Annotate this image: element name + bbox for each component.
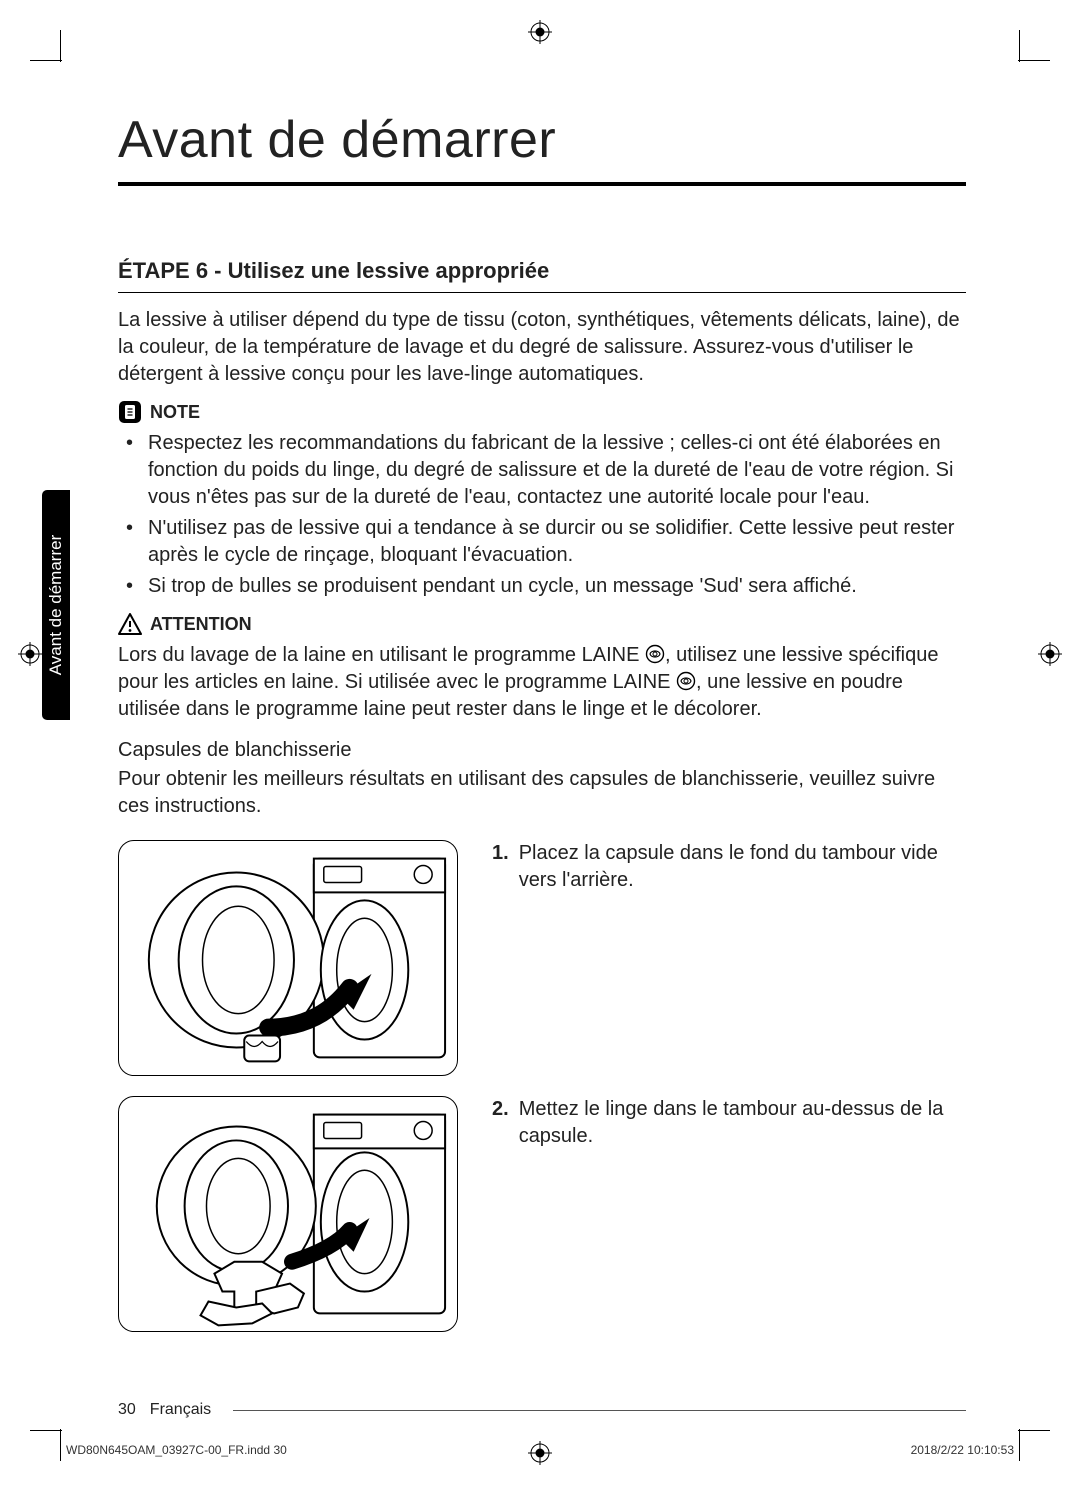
instruction-step: 1. Placez la capsule dans le fond du tam… <box>118 840 966 1076</box>
page-footer: 30 Français <box>118 1401 966 1419</box>
manual-page: Avant de démarrer Avant de démarrer ÉTAP… <box>0 0 1080 1491</box>
step-heading: ÉTAPE 6 - Utilisez une lessive approprié… <box>118 258 966 293</box>
step-text: Mettez le linge dans le tambour au-dessu… <box>519 1096 966 1150</box>
warning-icon <box>118 612 142 636</box>
attention-text-pre: Lors du lavage de la laine en utilisant … <box>118 644 645 666</box>
footer-rule <box>233 1410 966 1411</box>
step-figure <box>118 840 458 1076</box>
wool-program-icon <box>645 644 665 664</box>
print-metadata: WD80N645OAM_03927C-00_FR.indd 30 2018/2/… <box>66 1443 1014 1457</box>
registration-mark-icon <box>528 20 552 44</box>
washer-laundry-illustration <box>119 1096 457 1332</box>
crop-mark <box>1018 1430 1050 1431</box>
note-icon <box>118 400 142 424</box>
intro-paragraph: La lessive à utiliser dépend du type de … <box>118 307 966 388</box>
step-text: Placez la capsule dans le fond du tambou… <box>519 840 966 894</box>
crop-mark <box>1018 60 1050 61</box>
page-language: Français <box>150 1401 211 1419</box>
wool-program-icon <box>676 671 696 691</box>
crop-mark <box>30 60 62 61</box>
registration-mark-icon <box>18 642 42 666</box>
content-area: Avant de démarrer ÉTAPE 6 - Utilisez une… <box>118 110 966 1332</box>
step-caption: 1. Placez la capsule dans le fond du tam… <box>492 840 966 894</box>
attention-paragraph: Lors du lavage de la laine en utilisant … <box>118 642 966 723</box>
note-list: Respectez les recommandations du fabrica… <box>118 430 966 600</box>
washer-capsule-illustration <box>119 840 457 1076</box>
crop-mark <box>1019 30 1020 62</box>
note-item: Respectez les recommandations du fabrica… <box>148 430 966 511</box>
registration-mark-icon <box>1038 642 1062 666</box>
step-number: 1. <box>492 840 509 894</box>
note-callout: NOTE <box>118 400 966 424</box>
note-item: N'utilisez pas de lessive qui a tendance… <box>148 515 966 569</box>
page-title: Avant de démarrer <box>118 110 966 186</box>
page-number: 30 <box>118 1401 136 1419</box>
attention-label: ATTENTION <box>150 614 252 635</box>
capsules-intro: Pour obtenir les meilleurs résultats en … <box>118 766 966 820</box>
step-caption: 2. Mettez le linge dans le tambour au-de… <box>492 1096 966 1150</box>
crop-mark <box>60 1429 61 1461</box>
note-item: Si trop de bulles se produisent pendant … <box>148 573 966 600</box>
section-side-tab: Avant de démarrer <box>42 490 70 720</box>
instruction-step: 2. Mettez le linge dans le tambour au-de… <box>118 1096 966 1332</box>
side-tab-label: Avant de démarrer <box>46 535 66 675</box>
attention-callout: ATTENTION <box>118 612 966 636</box>
print-file: WD80N645OAM_03927C-00_FR.indd 30 <box>66 1443 287 1457</box>
crop-mark <box>30 1430 62 1431</box>
step-number: 2. <box>492 1096 509 1150</box>
crop-mark <box>60 30 61 62</box>
step-figure <box>118 1096 458 1332</box>
capsules-heading: Capsules de blanchisserie <box>118 739 966 762</box>
note-label: NOTE <box>150 402 200 423</box>
print-timestamp: 2018/2/22 10:10:53 <box>911 1443 1014 1457</box>
crop-mark <box>1019 1429 1020 1461</box>
